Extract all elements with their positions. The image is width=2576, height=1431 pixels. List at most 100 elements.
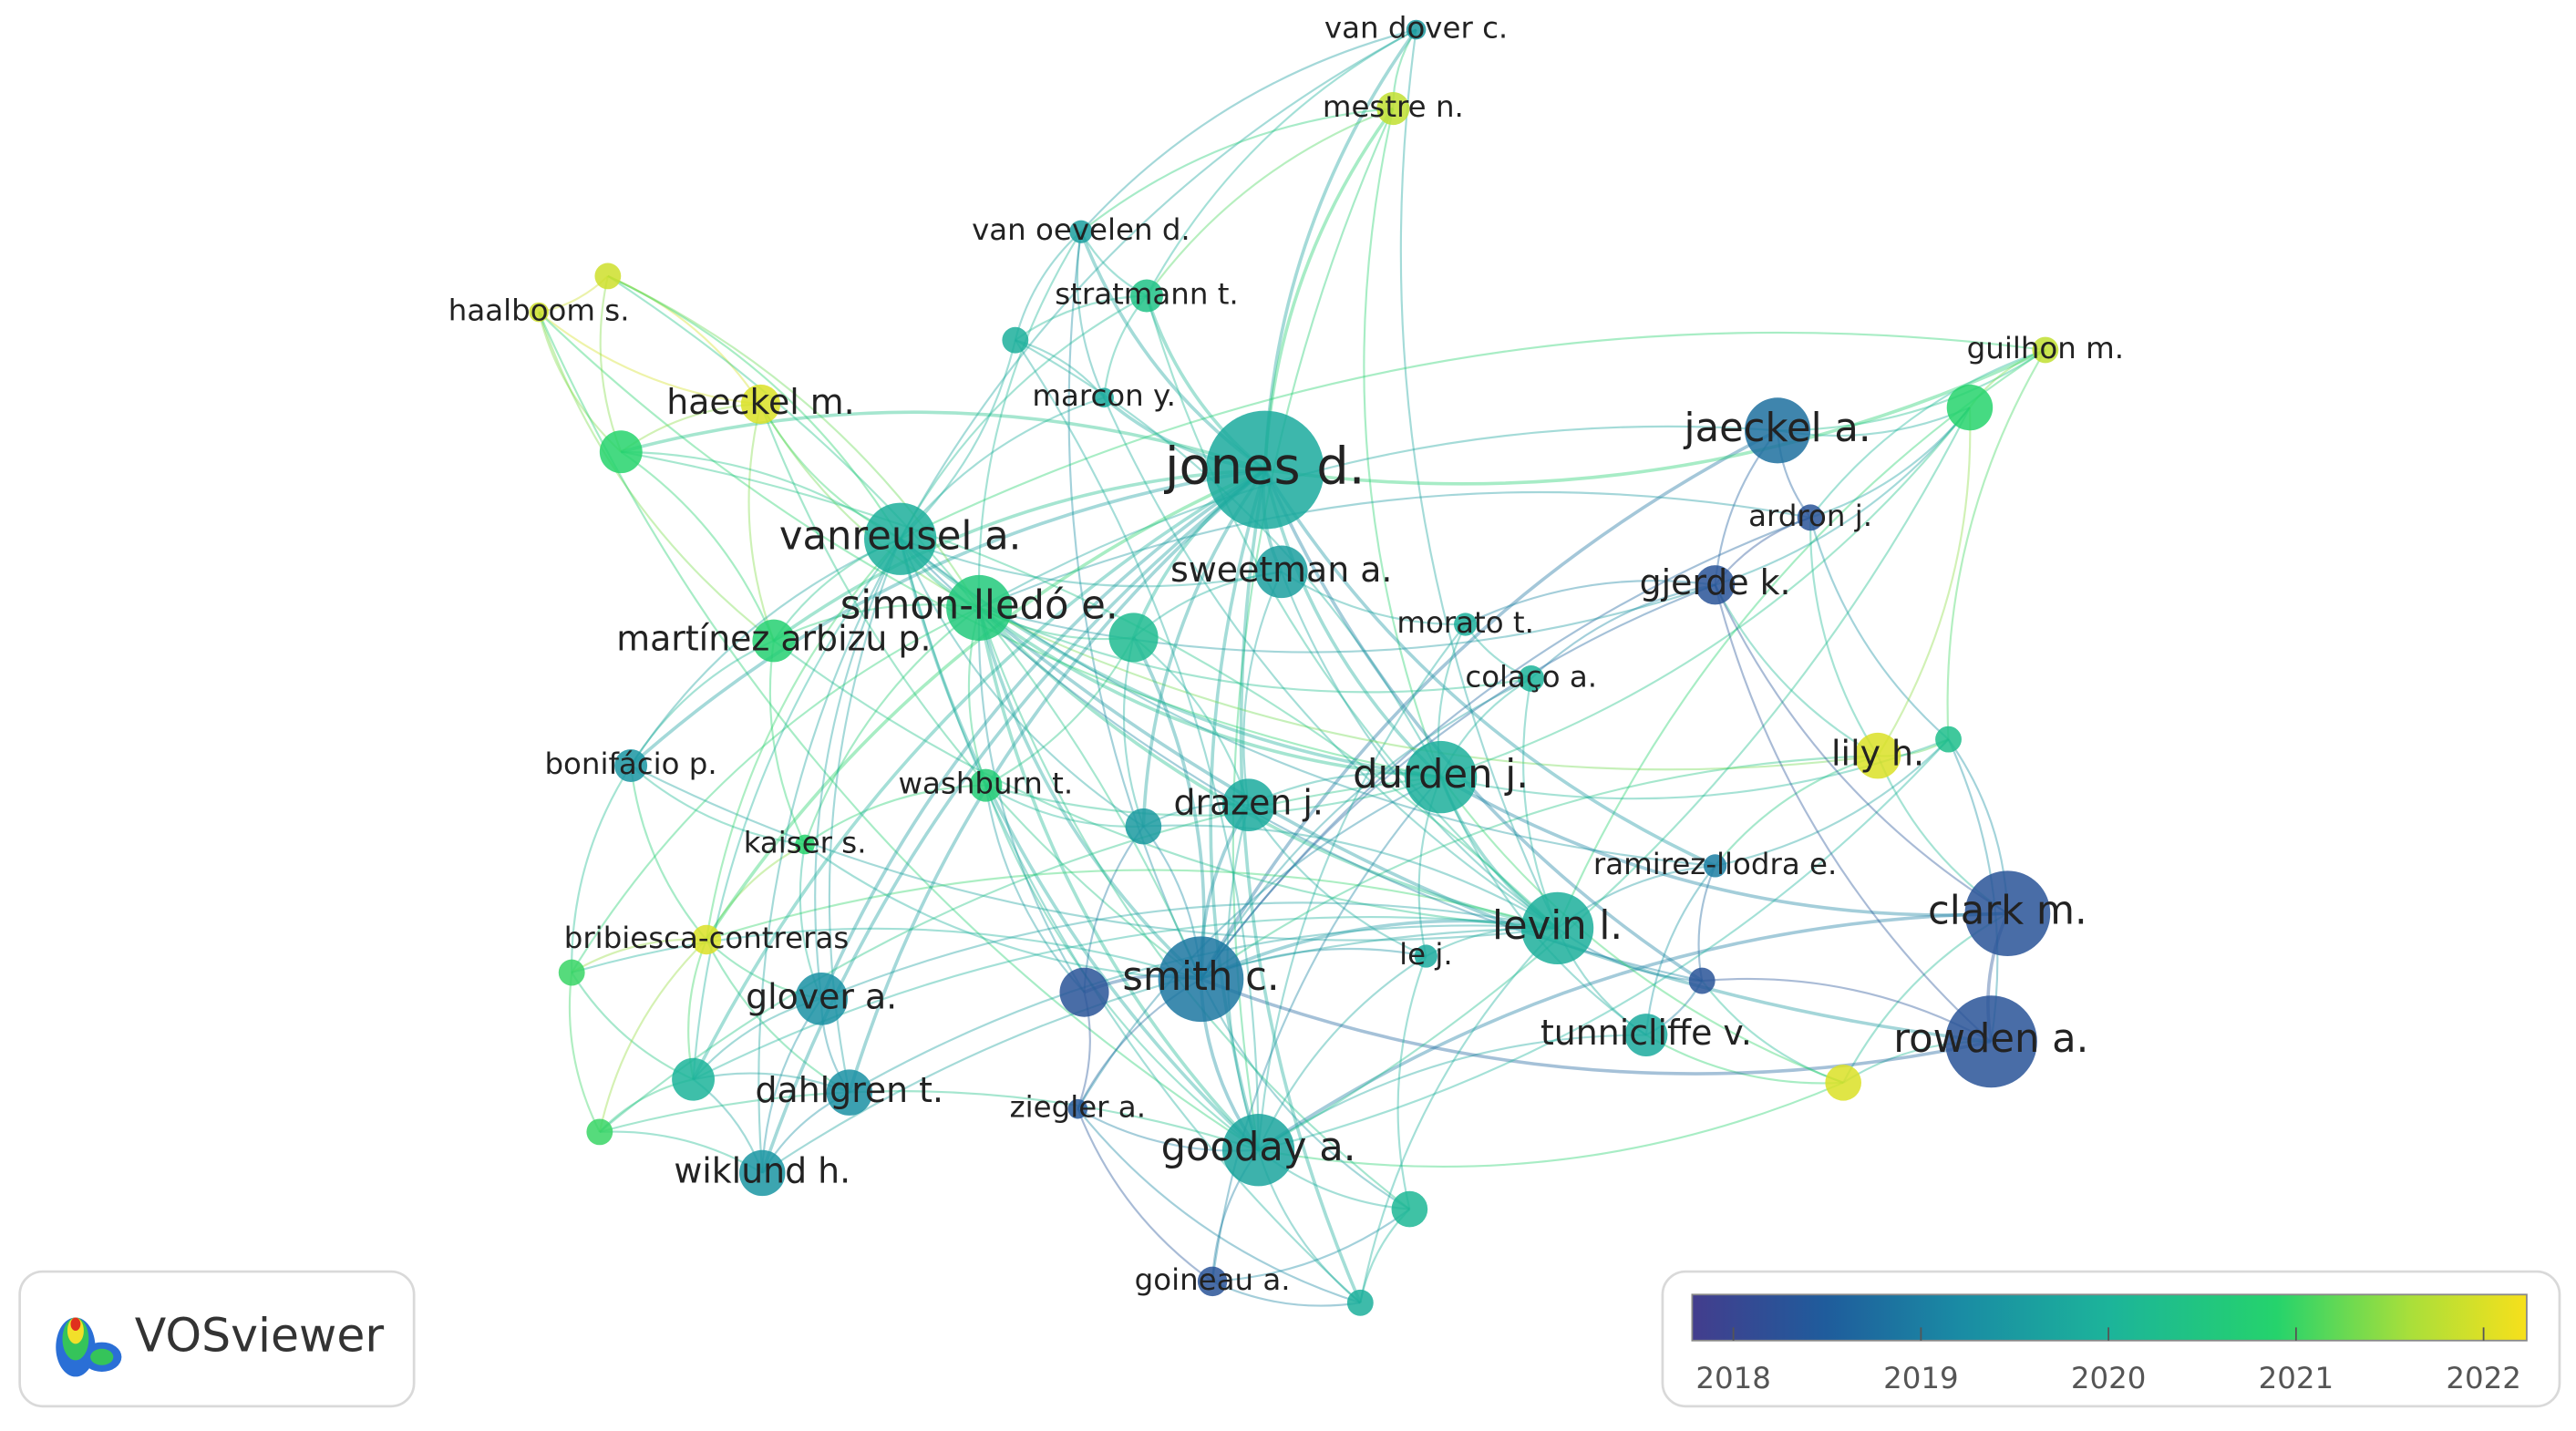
node [1002, 326, 1029, 354]
link [598, 939, 707, 1133]
node [1414, 944, 1438, 968]
link [1809, 517, 1879, 757]
node-label: morato t. [1396, 605, 1534, 640]
link [1809, 348, 2046, 519]
link [692, 538, 902, 1080]
link [1077, 1107, 1361, 1304]
link [1014, 339, 1260, 1150]
link [977, 607, 1260, 1151]
link [1645, 1034, 1844, 1085]
node-label: clark m. [1928, 889, 2087, 934]
link [706, 869, 1558, 942]
link [1644, 865, 1716, 1035]
link [978, 490, 1811, 609]
link [1103, 396, 1559, 930]
node-label: smith c. [1122, 954, 1279, 1000]
node [1067, 1098, 1088, 1119]
node-label: martínez arbizu p. [616, 618, 931, 658]
link [693, 915, 1558, 1081]
link [1714, 755, 1879, 867]
link [804, 607, 980, 845]
link [629, 468, 1266, 767]
link [760, 468, 1266, 1174]
node-label: jaeckel a. [1684, 406, 1871, 451]
link [899, 28, 1417, 540]
nodes [529, 19, 2059, 1316]
link [630, 765, 707, 941]
node [1158, 936, 1244, 1023]
node-label: van dover c. [1324, 11, 1508, 46]
link [977, 607, 1202, 981]
node-label: simon-lledó e. [840, 582, 1118, 628]
link [984, 784, 1144, 828]
link [1263, 468, 1704, 983]
node [1254, 545, 1308, 599]
link [1145, 295, 1559, 930]
link [599, 1090, 1259, 1151]
node-label: ramirez-llodra e. [1593, 847, 1837, 881]
node [1964, 870, 2051, 957]
node [672, 1057, 715, 1101]
node [1059, 967, 1109, 1017]
node [795, 973, 848, 1025]
node [1624, 1014, 1668, 1056]
node [2032, 336, 2059, 364]
links [538, 28, 2046, 1307]
link [984, 785, 1086, 993]
link [706, 843, 806, 941]
node-label: guilhon m. [1967, 331, 2124, 365]
link [978, 606, 1992, 1044]
node [1520, 891, 1594, 965]
node [1221, 1114, 1295, 1187]
link [1146, 108, 1394, 297]
link [1200, 516, 1811, 980]
link [599, 275, 623, 453]
node [529, 302, 549, 323]
link [978, 606, 1531, 694]
link [1211, 776, 1442, 1282]
link [1257, 911, 2008, 1152]
link [1257, 1034, 1646, 1151]
link [768, 640, 807, 845]
link [571, 765, 632, 973]
node [1695, 565, 1736, 605]
link [1530, 583, 1716, 680]
node [1703, 854, 1727, 878]
node [1854, 732, 1901, 779]
node [1825, 1064, 1862, 1101]
logo-frame [18, 1270, 416, 1408]
link [607, 274, 1202, 980]
node [1125, 808, 1162, 845]
logo-text: VOSviewer [135, 1308, 385, 1362]
node-label: ardron j. [1748, 499, 1872, 533]
link [571, 606, 980, 973]
link [1946, 349, 2046, 740]
link [1399, 29, 1559, 929]
link [1212, 1208, 1411, 1282]
node-label: van oevelen d. [972, 212, 1190, 247]
link [819, 468, 1266, 1000]
link [1239, 469, 1362, 1304]
node [864, 502, 937, 575]
link [977, 231, 1082, 608]
node-label: mestre n. [1323, 89, 1464, 124]
link [1396, 955, 1427, 1210]
link [1701, 980, 1844, 1084]
node-label: drazen j. [1174, 783, 1324, 823]
link [1258, 1081, 1844, 1168]
link [706, 939, 850, 1094]
tick-label: 2019 [1883, 1361, 1959, 1395]
link [1242, 571, 1283, 806]
link [1200, 677, 1532, 980]
node-label: dahlgren t. [756, 1070, 944, 1110]
node-label: ziegler a. [1010, 1090, 1146, 1125]
node-label: rowden a. [1893, 1016, 2088, 1062]
link [568, 972, 601, 1133]
node [752, 619, 796, 663]
node [1797, 504, 1824, 531]
node-label: gjerde k. [1640, 562, 1791, 602]
node [1094, 387, 1114, 408]
link [978, 607, 1411, 1210]
link [1263, 468, 1716, 868]
